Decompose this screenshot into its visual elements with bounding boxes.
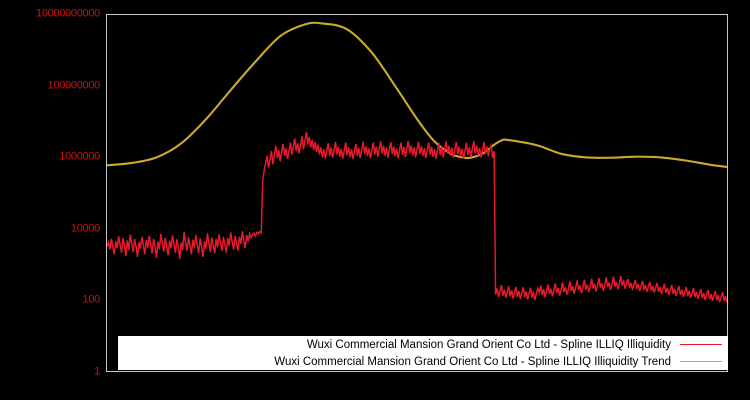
trend-line bbox=[107, 21, 727, 168]
illiquidity-line bbox=[107, 131, 727, 304]
legend: Wuxi Commercial Mansion Grand Orient Co … bbox=[118, 336, 728, 370]
y-axis: 10000000000 100000000 1000000 10000 100 1 bbox=[0, 0, 104, 400]
y-tick-label: 10000000000 bbox=[36, 7, 100, 20]
y-tick-label: 1000000 bbox=[59, 150, 100, 163]
y-tick-label: 10000 bbox=[70, 222, 100, 235]
plot-area bbox=[106, 14, 728, 372]
y-tick-label: 1 bbox=[94, 365, 100, 378]
legend-item-label: Wuxi Commercial Mansion Grand Orient Co … bbox=[274, 355, 671, 368]
series-illiquidity-trend bbox=[107, 21, 727, 168]
y-tick-label: 100000000 bbox=[47, 79, 101, 92]
series-illiquidity bbox=[107, 131, 727, 304]
legend-color-swatch bbox=[680, 344, 722, 345]
legend-color-swatch bbox=[680, 361, 722, 362]
legend-item-label: Wuxi Commercial Mansion Grand Orient Co … bbox=[306, 338, 671, 351]
plot-svg bbox=[107, 21, 727, 304]
legend-item[interactable]: Wuxi Commercial Mansion Grand Orient Co … bbox=[118, 336, 728, 353]
y-tick-label: 100 bbox=[82, 293, 101, 306]
legend-item[interactable]: Wuxi Commercial Mansion Grand Orient Co … bbox=[118, 353, 728, 370]
